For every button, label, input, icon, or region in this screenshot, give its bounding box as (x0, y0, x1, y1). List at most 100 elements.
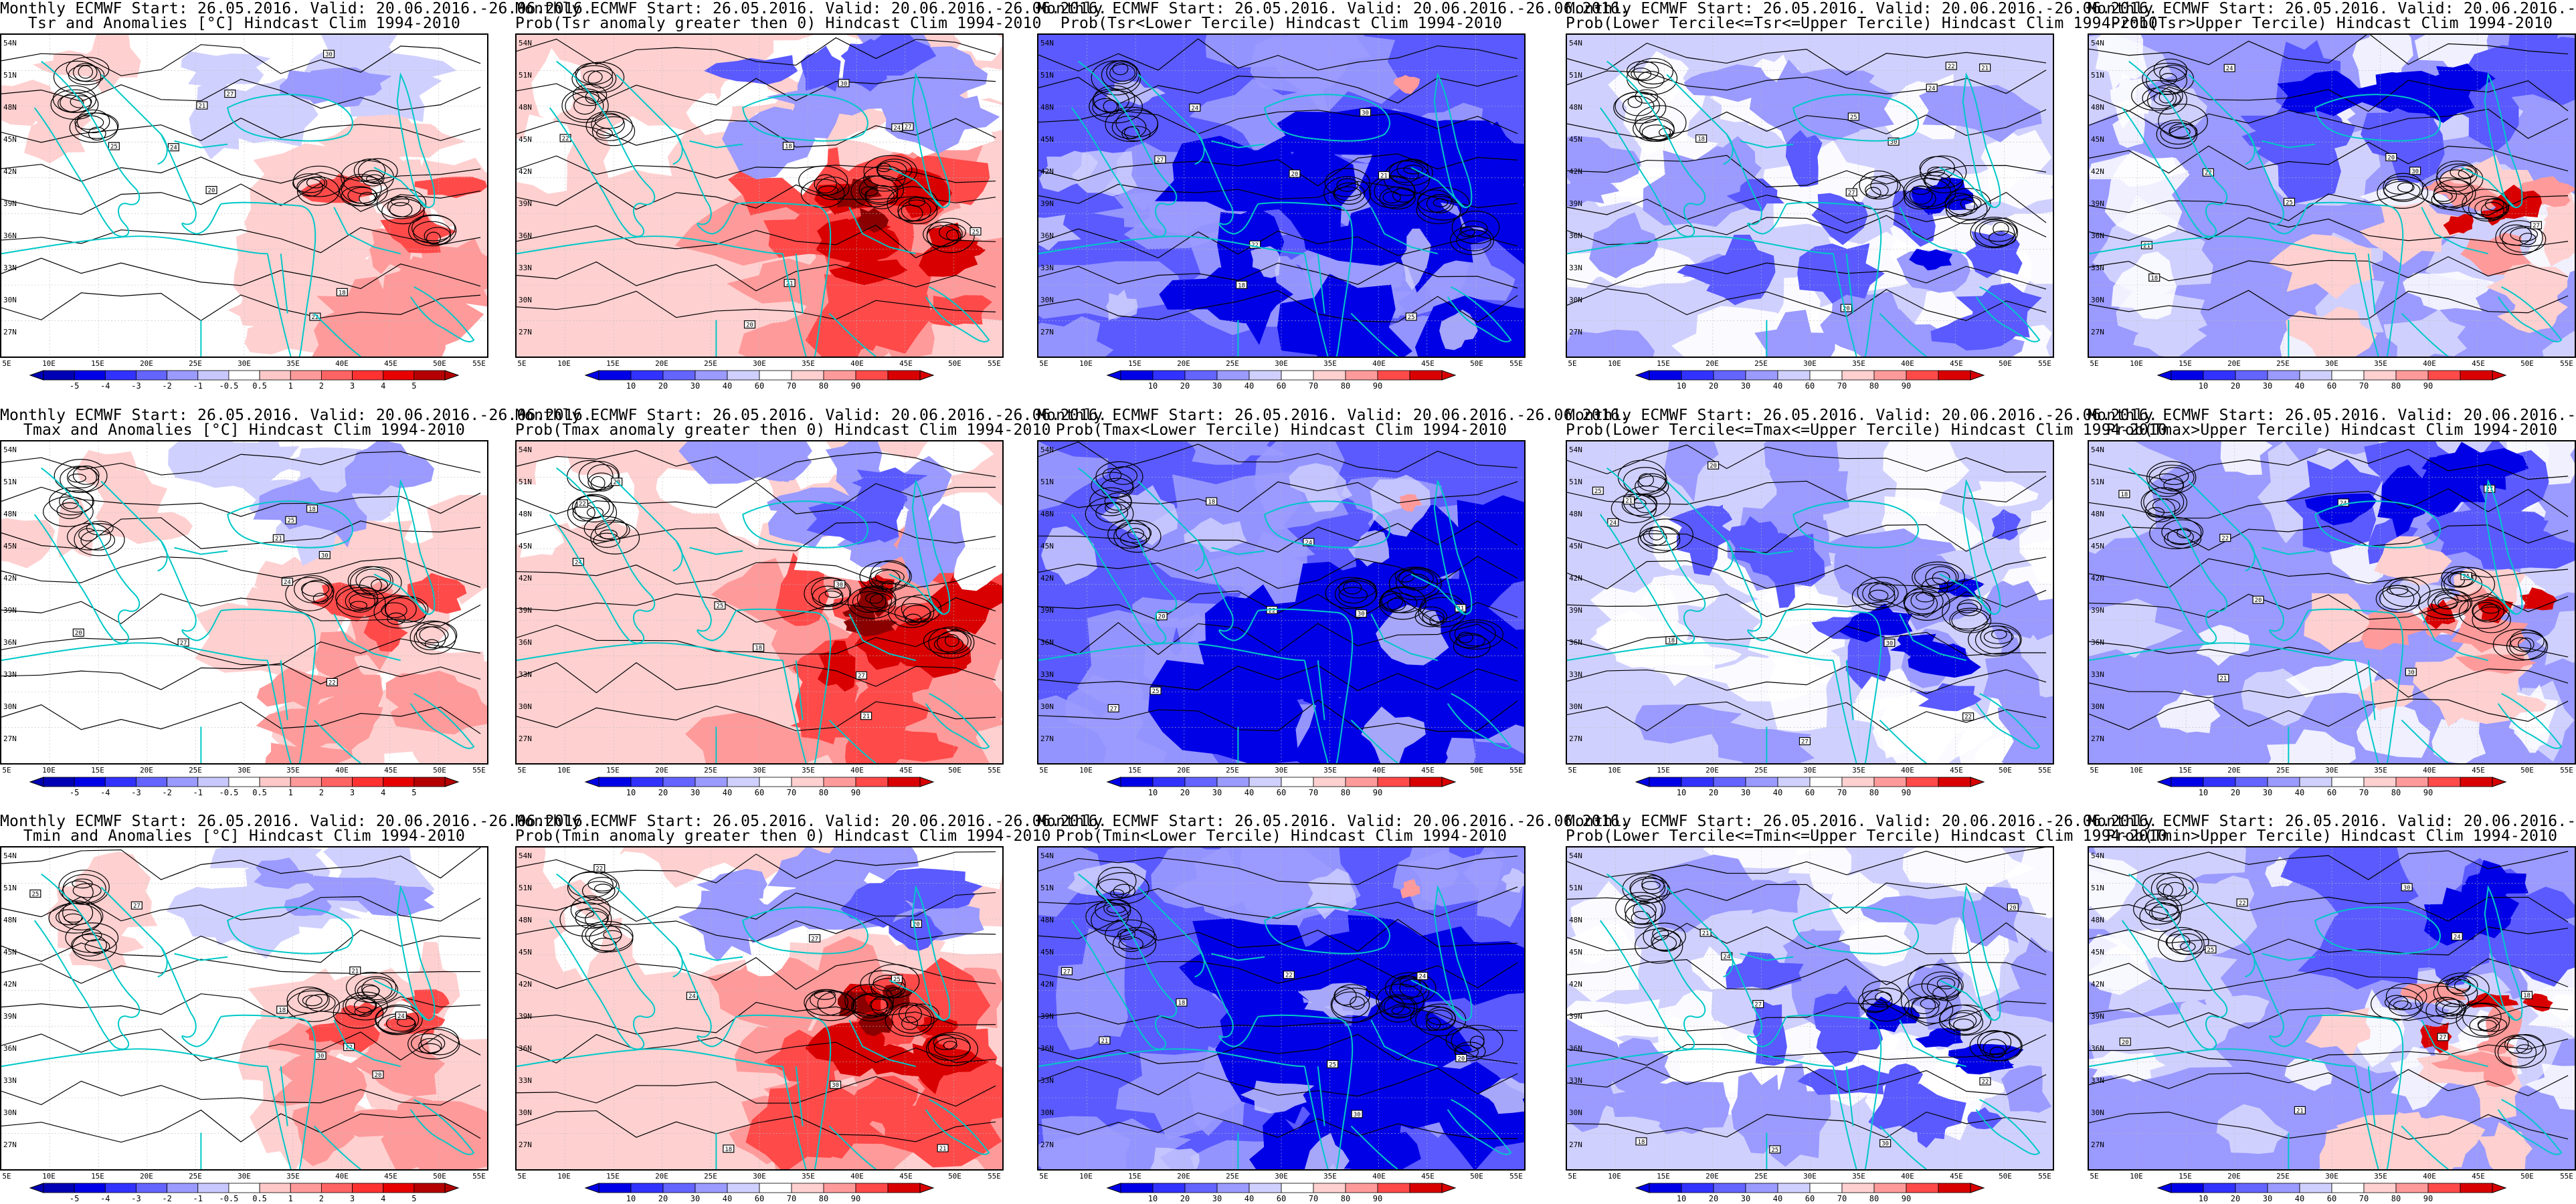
longitude-label: 5E (1568, 359, 1577, 368)
longitude-label: 15E (2179, 1172, 2192, 1181)
colorbar-tick-label: 40 (1772, 788, 1783, 797)
latitude-label: 42N (2091, 167, 2104, 176)
svg-text:30: 30 (832, 1082, 839, 1089)
longitude-label: 15E (1657, 1172, 1670, 1181)
forecast-panel: Monthly ECMWF Start: 26.05.2016. Valid: … (0, 0, 592, 391)
colorbar: 10 20 30 40 60 70 80 90 (1106, 370, 1457, 391)
svg-text:25: 25 (717, 603, 724, 610)
longitude-label: 20E (1177, 1172, 1190, 1181)
colorbar-tick-label: -1 (193, 381, 203, 391)
longitude-label: 10E (1608, 1172, 1621, 1181)
map-area: 18 21 24 27 30 22 25 20 54N 51N 48N 45N 42N 39N 36N 33N… (1566, 33, 2054, 358)
colorbar-tick-label: 1 (288, 1194, 293, 1203)
svg-text:20: 20 (1843, 306, 1850, 312)
svg-text:18: 18 (2150, 275, 2158, 282)
latitude-label: 36N (1569, 638, 1582, 647)
colorbar-tick-label: -2 (162, 381, 172, 391)
map-area: 18 21 24 27 30 22 25 20 54N 51N 48N 45N 42N 39N 36N 33N… (515, 846, 1004, 1171)
latitude-label: 39N (1569, 199, 1582, 208)
colorbar-tick-label: 10 (1676, 381, 1687, 391)
longitude-label: 45E (384, 359, 397, 368)
colorbar-tick-label: 80 (1869, 381, 1879, 391)
colorbar-tick-label: 30 (2262, 1194, 2273, 1203)
panel-title-line2: Prob(Lower Tercile<=Tmin<=Upper Tercile)… (1566, 827, 2168, 845)
isotherm-contours: 18 21 24 27 30 22 25 20 (2089, 35, 2569, 320)
longitude-label: 20E (1177, 766, 1190, 775)
latitude-label: 27N (2091, 734, 2104, 743)
latitude-label: 45N (2091, 542, 2104, 550)
svg-text:21: 21 (1702, 930, 1710, 937)
longitude-label: 20E (655, 766, 668, 775)
panel-title-line2: Prob(Tsr<Lower Tercile) Hindcast Clim 19… (1060, 15, 1503, 32)
svg-text:27: 27 (858, 673, 865, 680)
map-area: 18 21 24 27 30 22 25 20 54N 51N 48N 45N 42N 39N 36N 33N… (0, 440, 488, 765)
longitude-label: 30E (1275, 1172, 1288, 1181)
latitude-label: 27N (1569, 328, 1582, 336)
colorbar-tick-label: 30 (1740, 1194, 1751, 1203)
colorbar-tick-label: 70 (786, 381, 797, 391)
colorbar-tick-label: 20 (1708, 1194, 1719, 1203)
svg-text:30: 30 (1358, 611, 1365, 618)
map-area: 18 21 24 27 30 22 25 20 54N 51N 48N 45N 42N 39N 36N 33N… (2088, 846, 2576, 1171)
svg-text:30: 30 (840, 81, 848, 88)
svg-text:24: 24 (1191, 105, 1198, 112)
colorbar-tick-label: 3 (349, 788, 355, 797)
colorbar-tick-label: 40 (2294, 381, 2305, 391)
svg-text:21: 21 (1380, 173, 1388, 180)
colorbar-tick-label: 10 (1676, 1194, 1687, 1203)
longitude-label: 35E (286, 1172, 300, 1181)
longitude-label: 10E (1079, 359, 1093, 368)
svg-text:27: 27 (1801, 739, 1809, 746)
colorbar-swatches (29, 1183, 460, 1193)
longitude-label: 40E (850, 359, 864, 368)
svg-text:30: 30 (1881, 1141, 1889, 1148)
colorbar-tick-label: 2 (318, 1194, 324, 1203)
longitude-label: 35E (802, 1172, 815, 1181)
coastlines (1, 873, 475, 1169)
colorbar-tick-label: 80 (818, 381, 829, 391)
longitude-label: 5E (2090, 766, 2099, 775)
colorbar-tick-label: 60 (1276, 1194, 1287, 1203)
longitude-label: 5E (517, 359, 527, 368)
field-shading (1038, 35, 1524, 357)
longitude-label: 10E (42, 766, 56, 775)
latitude-label: 30N (1569, 296, 1582, 304)
panel-title-line2: Prob(Tmin<Lower Tercile) Hindcast Clim 1… (1055, 827, 1507, 845)
colorbar-tick-label: 40 (2294, 788, 2305, 797)
longitude-label: 5E (2, 1172, 11, 1181)
longitude-label: 35E (1323, 1172, 1337, 1181)
latitude-label: 48N (3, 103, 17, 112)
panel-title-line1: Monthly ECMWF Start: 26.05.2016. Valid: … (0, 0, 592, 17)
longitude-label: 35E (2374, 1172, 2387, 1181)
coastlines (2089, 60, 2563, 357)
longitude-label: 45E (1421, 359, 1435, 368)
svg-text:24: 24 (170, 145, 177, 152)
longitude-label: 55E (988, 766, 1001, 775)
colorbar-tick-label: 70 (786, 788, 797, 797)
latitude-label: 51N (519, 478, 532, 486)
longitude-label: 50E (948, 359, 961, 368)
latitude-label: 27N (3, 328, 17, 336)
latitude-label: 33N (1569, 670, 1582, 679)
svg-text:24: 24 (1305, 540, 1312, 546)
longitude-label: 25E (2276, 359, 2290, 368)
latitude-label: 33N (2091, 1076, 2104, 1085)
forecast-panel: Monthly ECMWF Start: 26.05.2016. Valid: … (515, 407, 1107, 798)
longitude-label: 40E (1372, 766, 1386, 775)
longitude-label: 15E (1128, 766, 1141, 775)
forecast-panel: Monthly ECMWF Start: 26.05.2016. Valid: … (1037, 407, 1629, 798)
svg-text:18: 18 (1667, 638, 1675, 645)
svg-text:18: 18 (1178, 1000, 1186, 1007)
longitude-label: 55E (2038, 359, 2051, 368)
longitude-label: 40E (1901, 1172, 1914, 1181)
latitude-label: 39N (1040, 606, 1054, 615)
latitude-label: 33N (1040, 264, 1054, 272)
latitude-label: 54N (1569, 39, 1582, 47)
latitude-label: 54N (2091, 39, 2104, 47)
longitude-label: 50E (1999, 766, 2012, 775)
panel-title-line2: Prob(Tmax anomaly greater then 0) Hindca… (515, 421, 1051, 439)
colorbar-tick-label: 30 (690, 1194, 701, 1203)
